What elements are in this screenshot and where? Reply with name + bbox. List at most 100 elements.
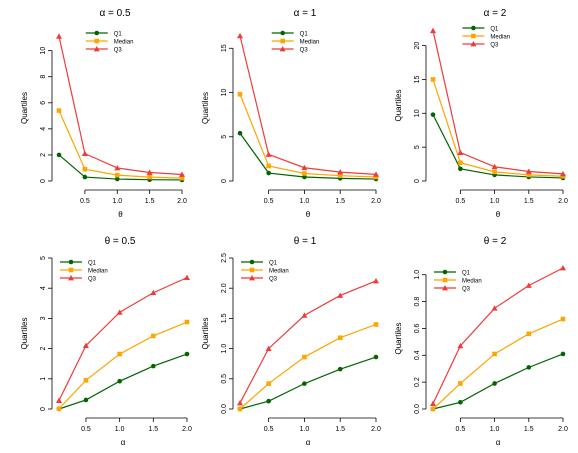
data-point-q3: [525, 168, 532, 174]
legend-label-median: Median: [490, 34, 510, 40]
data-point-q1: [266, 398, 271, 404]
legend-marker-median: [249, 267, 255, 273]
data-point-q3: [82, 342, 89, 348]
chart-panel-2: α = 1 0 5 10 15 0.5 1.0 1.5 2.0 θ Quartiles Q1 Media…: [201, 8, 381, 219]
data-point-q3: [373, 277, 379, 284]
x-tick-label: 0.5: [81, 426, 91, 433]
data-point-median: [184, 319, 190, 325]
y-tick-label: 2.0: [221, 283, 228, 293]
legend-label-median: Median: [269, 268, 289, 274]
y-tick-label: 2.5: [221, 253, 228, 263]
x-tick-label: 1.0: [115, 426, 125, 433]
y-tick-label: 20: [414, 42, 421, 50]
legend-label-q1: Q1: [490, 26, 499, 32]
legend-marker-q3: [249, 275, 255, 281]
legend: Q1 Median Q3: [60, 259, 108, 282]
data-point-median: [117, 351, 122, 357]
data-point-median: [337, 173, 343, 178]
data-point-q3: [430, 27, 436, 34]
legend-label-q3: Q3: [300, 47, 309, 53]
y-tick-label: 15: [221, 44, 228, 52]
x-tick-label: 1.5: [524, 426, 534, 433]
y-axis-label: Quartiles: [394, 89, 403, 121]
y-tick-label: 0: [40, 179, 47, 183]
data-point-median: [179, 175, 185, 181]
data-point-median: [151, 333, 156, 339]
data-point-q3: [237, 32, 243, 39]
y-tick-label: 10: [414, 109, 421, 117]
data-point-q3: [116, 309, 123, 315]
series-line-median: [432, 79, 564, 177]
y-axis-label: Quartiles: [394, 322, 403, 354]
legend-label-median: Median: [114, 39, 134, 45]
y-tick-label: 10: [221, 89, 228, 97]
x-axis-label: α: [496, 438, 501, 447]
data-point-median: [266, 163, 271, 169]
chart-title: α = 1: [294, 8, 317, 19]
data-point-median: [560, 316, 566, 322]
series-line-q3: [58, 277, 188, 401]
y-tick-label: 15: [414, 75, 421, 83]
data-point-q1: [114, 176, 120, 182]
data-point-q3: [56, 33, 62, 39]
data-point-q1: [266, 170, 271, 176]
legend-label-q1: Q1: [88, 260, 97, 266]
x-tick-label: 0.5: [456, 426, 466, 433]
y-tick-label: 0.5: [221, 374, 228, 384]
data-point-q1: [492, 381, 497, 386]
series-line-q1: [432, 114, 564, 179]
legend: Q1 Median Q3: [85, 30, 134, 53]
data-point-q3: [525, 282, 532, 288]
data-point-q3: [560, 265, 566, 271]
legend-label-median: Median: [88, 268, 108, 274]
legend-marker-q3: [470, 41, 477, 47]
data-point-q3: [265, 345, 272, 351]
x-axis-label: α: [121, 438, 126, 447]
legend-marker-median: [280, 38, 285, 44]
data-point-q1: [82, 174, 88, 180]
data-point-q3: [491, 163, 498, 170]
y-tick-label: 1.0: [414, 270, 421, 280]
data-point-q1: [458, 399, 463, 405]
data-point-q1: [184, 351, 190, 357]
legend-marker-median: [68, 267, 74, 273]
x-axis-label: θ: [496, 210, 501, 219]
data-point-q1: [56, 152, 62, 158]
chart-panel-4: θ = 0.5 0 1 2 3 4 5 0.5 1.0 1.5 2.0 α Quartiles Q1 Med…: [20, 236, 192, 447]
y-tick-label: 1: [40, 377, 47, 381]
y-tick-label: 0.4: [414, 350, 421, 360]
x-axis-label: θ: [306, 210, 311, 219]
data-point-median: [237, 406, 243, 412]
x-tick-label: 2.0: [558, 426, 568, 433]
y-tick-label: 4: [40, 127, 47, 131]
chart-panel-6: θ = 2 0.0 0.2 0.4 0.6 0.8 1.0 0.5 1.0 1.5 2.0 α Quar…: [394, 236, 568, 447]
data-point-median: [492, 169, 497, 175]
data-point-q3: [146, 169, 153, 175]
legend-marker-median: [94, 38, 100, 44]
x-axis-label: θ: [118, 210, 123, 219]
data-point-q3: [184, 274, 190, 281]
data-point-median: [302, 354, 307, 360]
y-tick-label: 0.6: [414, 323, 421, 333]
chart-panel-1: α = 0.5 0 2 4 6 8 10 0.5 1.0 1.5 2.0 θ Quartiles Q1 Me…: [20, 8, 187, 219]
data-point-median: [526, 172, 532, 178]
legend: Q1 Median Q3: [241, 259, 289, 282]
legend-marker-q1: [442, 269, 448, 275]
x-tick-label: 1.5: [335, 198, 345, 205]
legend-marker-q3: [68, 275, 74, 281]
x-tick-label: 1.5: [148, 426, 158, 433]
legend-marker-q1: [249, 259, 255, 265]
x-tick-label: 2.0: [177, 198, 187, 205]
x-tick-label: 1.0: [490, 198, 500, 205]
legend: Q1 Median Q3: [462, 25, 510, 48]
legend: Q1 Median Q3: [271, 30, 319, 53]
y-tick-label: 0: [414, 179, 421, 183]
data-point-q3: [457, 149, 464, 155]
y-tick-label: 2: [40, 347, 47, 351]
legend-marker-q3: [93, 46, 100, 52]
legend-label-q1: Q1: [462, 270, 471, 276]
data-point-q3: [150, 289, 157, 296]
series-line-q3: [239, 280, 377, 404]
data-point-median: [82, 166, 88, 172]
x-tick-label: 1.5: [524, 198, 534, 205]
